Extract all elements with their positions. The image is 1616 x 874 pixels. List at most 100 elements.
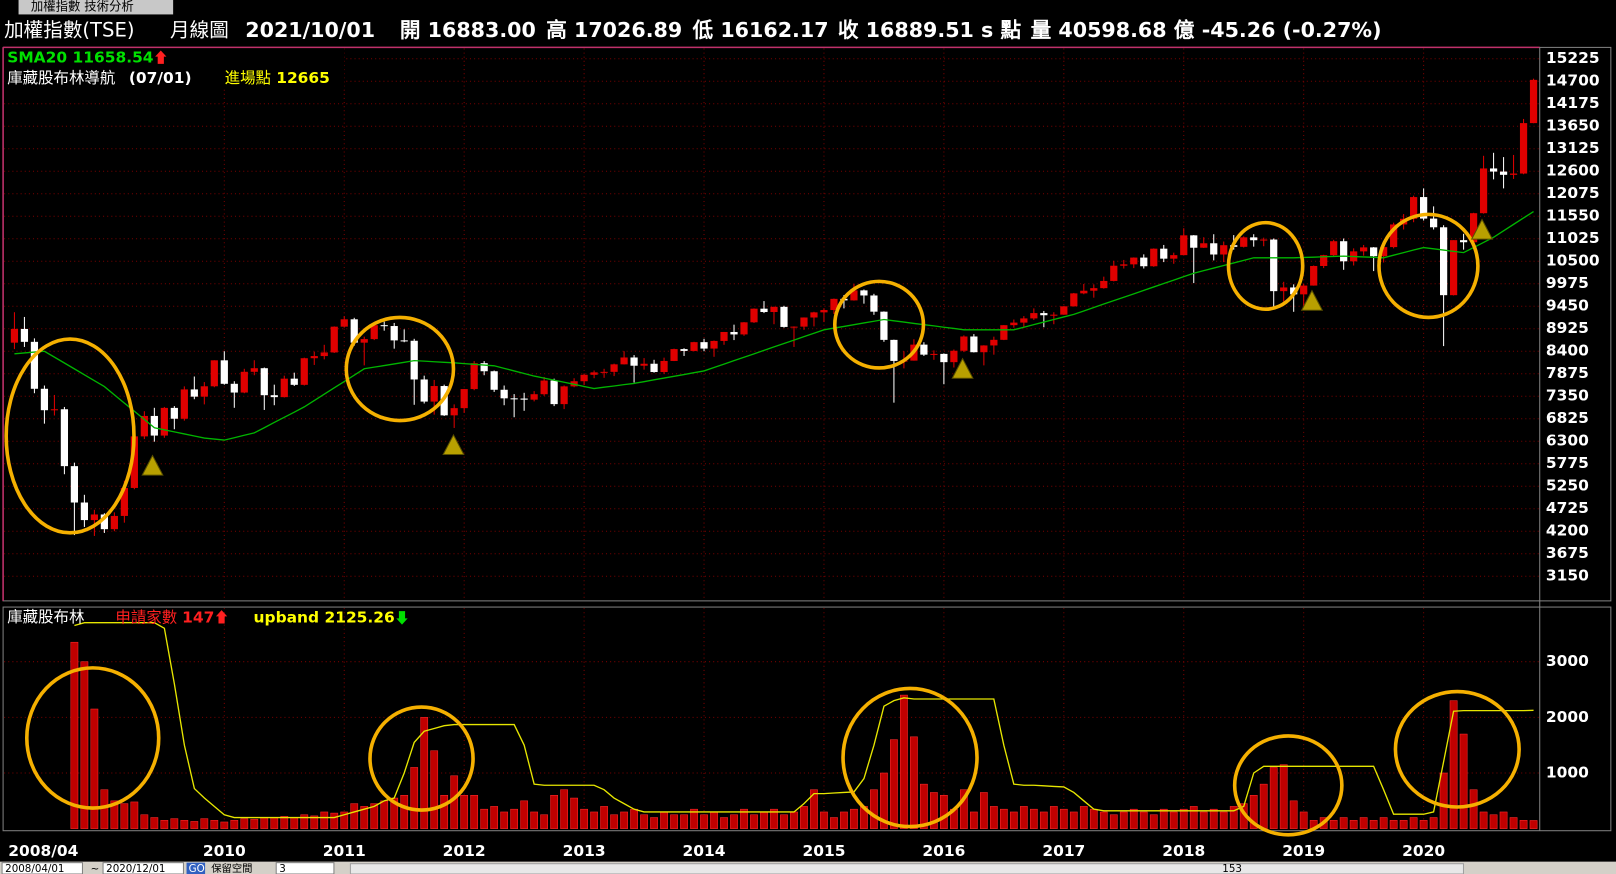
grid	[4, 48, 1540, 830]
bar	[360, 806, 369, 829]
y-tick-label: 4725	[1546, 499, 1589, 517]
candle-body	[340, 319, 348, 327]
candle-body	[460, 389, 468, 409]
bar	[1529, 820, 1538, 829]
bar	[230, 820, 239, 829]
candle-body	[170, 407, 178, 419]
candle-body	[330, 326, 338, 353]
y-tick-label: 11025	[1546, 229, 1600, 247]
bar	[300, 814, 309, 829]
candle-body	[640, 363, 648, 366]
candle-body	[1360, 247, 1368, 252]
start-input[interactable]	[1, 862, 83, 874]
candle-body	[670, 349, 678, 361]
end-input[interactable]	[102, 862, 184, 874]
candle-body	[560, 386, 568, 405]
bar	[1299, 811, 1308, 829]
candle-body	[1100, 280, 1108, 289]
bar	[780, 814, 788, 829]
candle-body	[300, 358, 308, 385]
bar	[1189, 806, 1198, 829]
candle-body	[770, 306, 778, 313]
bar	[840, 811, 848, 829]
space-input[interactable]	[275, 862, 335, 874]
candle-body	[1380, 247, 1388, 257]
candle-body	[280, 378, 288, 398]
bar	[430, 750, 439, 829]
bar	[250, 818, 259, 829]
candle-body	[1499, 171, 1508, 175]
candle-body	[1180, 235, 1188, 256]
candle-body	[530, 394, 538, 400]
bar	[210, 820, 219, 829]
legend-date: (07/01)	[129, 69, 192, 87]
line-sma20	[14, 211, 1534, 441]
status-bar: 2008/04/01 ~ 2020/12/01 GO 保留空間 3 153	[0, 861, 1616, 874]
go-button[interactable]	[186, 862, 206, 874]
quote-close: 收 16889.51 s 點	[838, 18, 1022, 42]
candle-body	[510, 398, 518, 400]
candle-body	[800, 317, 808, 327]
bar	[640, 814, 648, 829]
candle-body	[480, 363, 488, 372]
end-date: 2020/12/01	[106, 863, 165, 874]
y-tick-label: 3675	[1546, 544, 1589, 562]
bar	[800, 806, 808, 829]
candle-body	[1519, 123, 1528, 174]
bar	[1509, 817, 1518, 829]
bar	[1459, 733, 1468, 829]
y-tick-label: 8925	[1546, 319, 1589, 337]
x-tick-label: 2019	[1282, 842, 1325, 860]
y-tick-label: 5775	[1546, 454, 1589, 472]
bar	[1039, 811, 1048, 829]
highlight-circle	[1377, 212, 1480, 320]
candle-body	[220, 360, 228, 384]
candle-body	[1439, 227, 1448, 296]
candle-body	[1200, 243, 1208, 248]
bar	[710, 811, 718, 829]
y-tick-label: 7350	[1546, 387, 1589, 405]
bar	[700, 814, 708, 829]
candle-body	[1509, 173, 1518, 175]
bar	[370, 803, 379, 829]
candle-body	[40, 388, 49, 411]
candle-body	[660, 360, 668, 373]
y-tick-label: 2000	[1546, 708, 1589, 726]
bar	[750, 814, 758, 829]
candle-body	[1050, 314, 1058, 316]
x-tick-label: 2016	[922, 842, 965, 860]
candle-body	[370, 325, 378, 340]
bar	[120, 803, 129, 829]
bar	[680, 814, 688, 829]
bar	[350, 803, 359, 829]
candle-body	[140, 415, 148, 437]
space-value: 3	[279, 863, 286, 874]
bar	[160, 820, 169, 829]
bar	[690, 808, 698, 829]
candle-body	[490, 371, 498, 390]
candle-body	[1300, 285, 1308, 295]
candle-body	[80, 502, 88, 521]
bar	[1019, 806, 1028, 829]
highlight-circle	[24, 666, 161, 810]
window-tab	[18, 0, 174, 15]
bar	[200, 818, 209, 829]
bar	[760, 811, 768, 829]
bar	[590, 811, 598, 829]
candle-body	[1370, 247, 1378, 257]
legend-band: upband 2125.26	[254, 608, 395, 626]
legend-sma-name: SMA20	[7, 48, 67, 66]
bar	[730, 814, 738, 829]
x-tick-label: 2015	[802, 842, 845, 860]
scrollbar[interactable]	[349, 863, 1464, 874]
candle-body	[30, 341, 39, 389]
highlight-circle	[4, 337, 136, 535]
candle-body	[1170, 255, 1178, 259]
y-tick-label: 6825	[1546, 409, 1589, 427]
quote-open: 開 16883.00	[400, 18, 536, 42]
bar	[740, 808, 748, 829]
legend-bg	[4, 48, 345, 90]
bar	[1029, 808, 1038, 829]
candle-body	[1070, 293, 1078, 307]
candle-body	[1190, 235, 1198, 248]
